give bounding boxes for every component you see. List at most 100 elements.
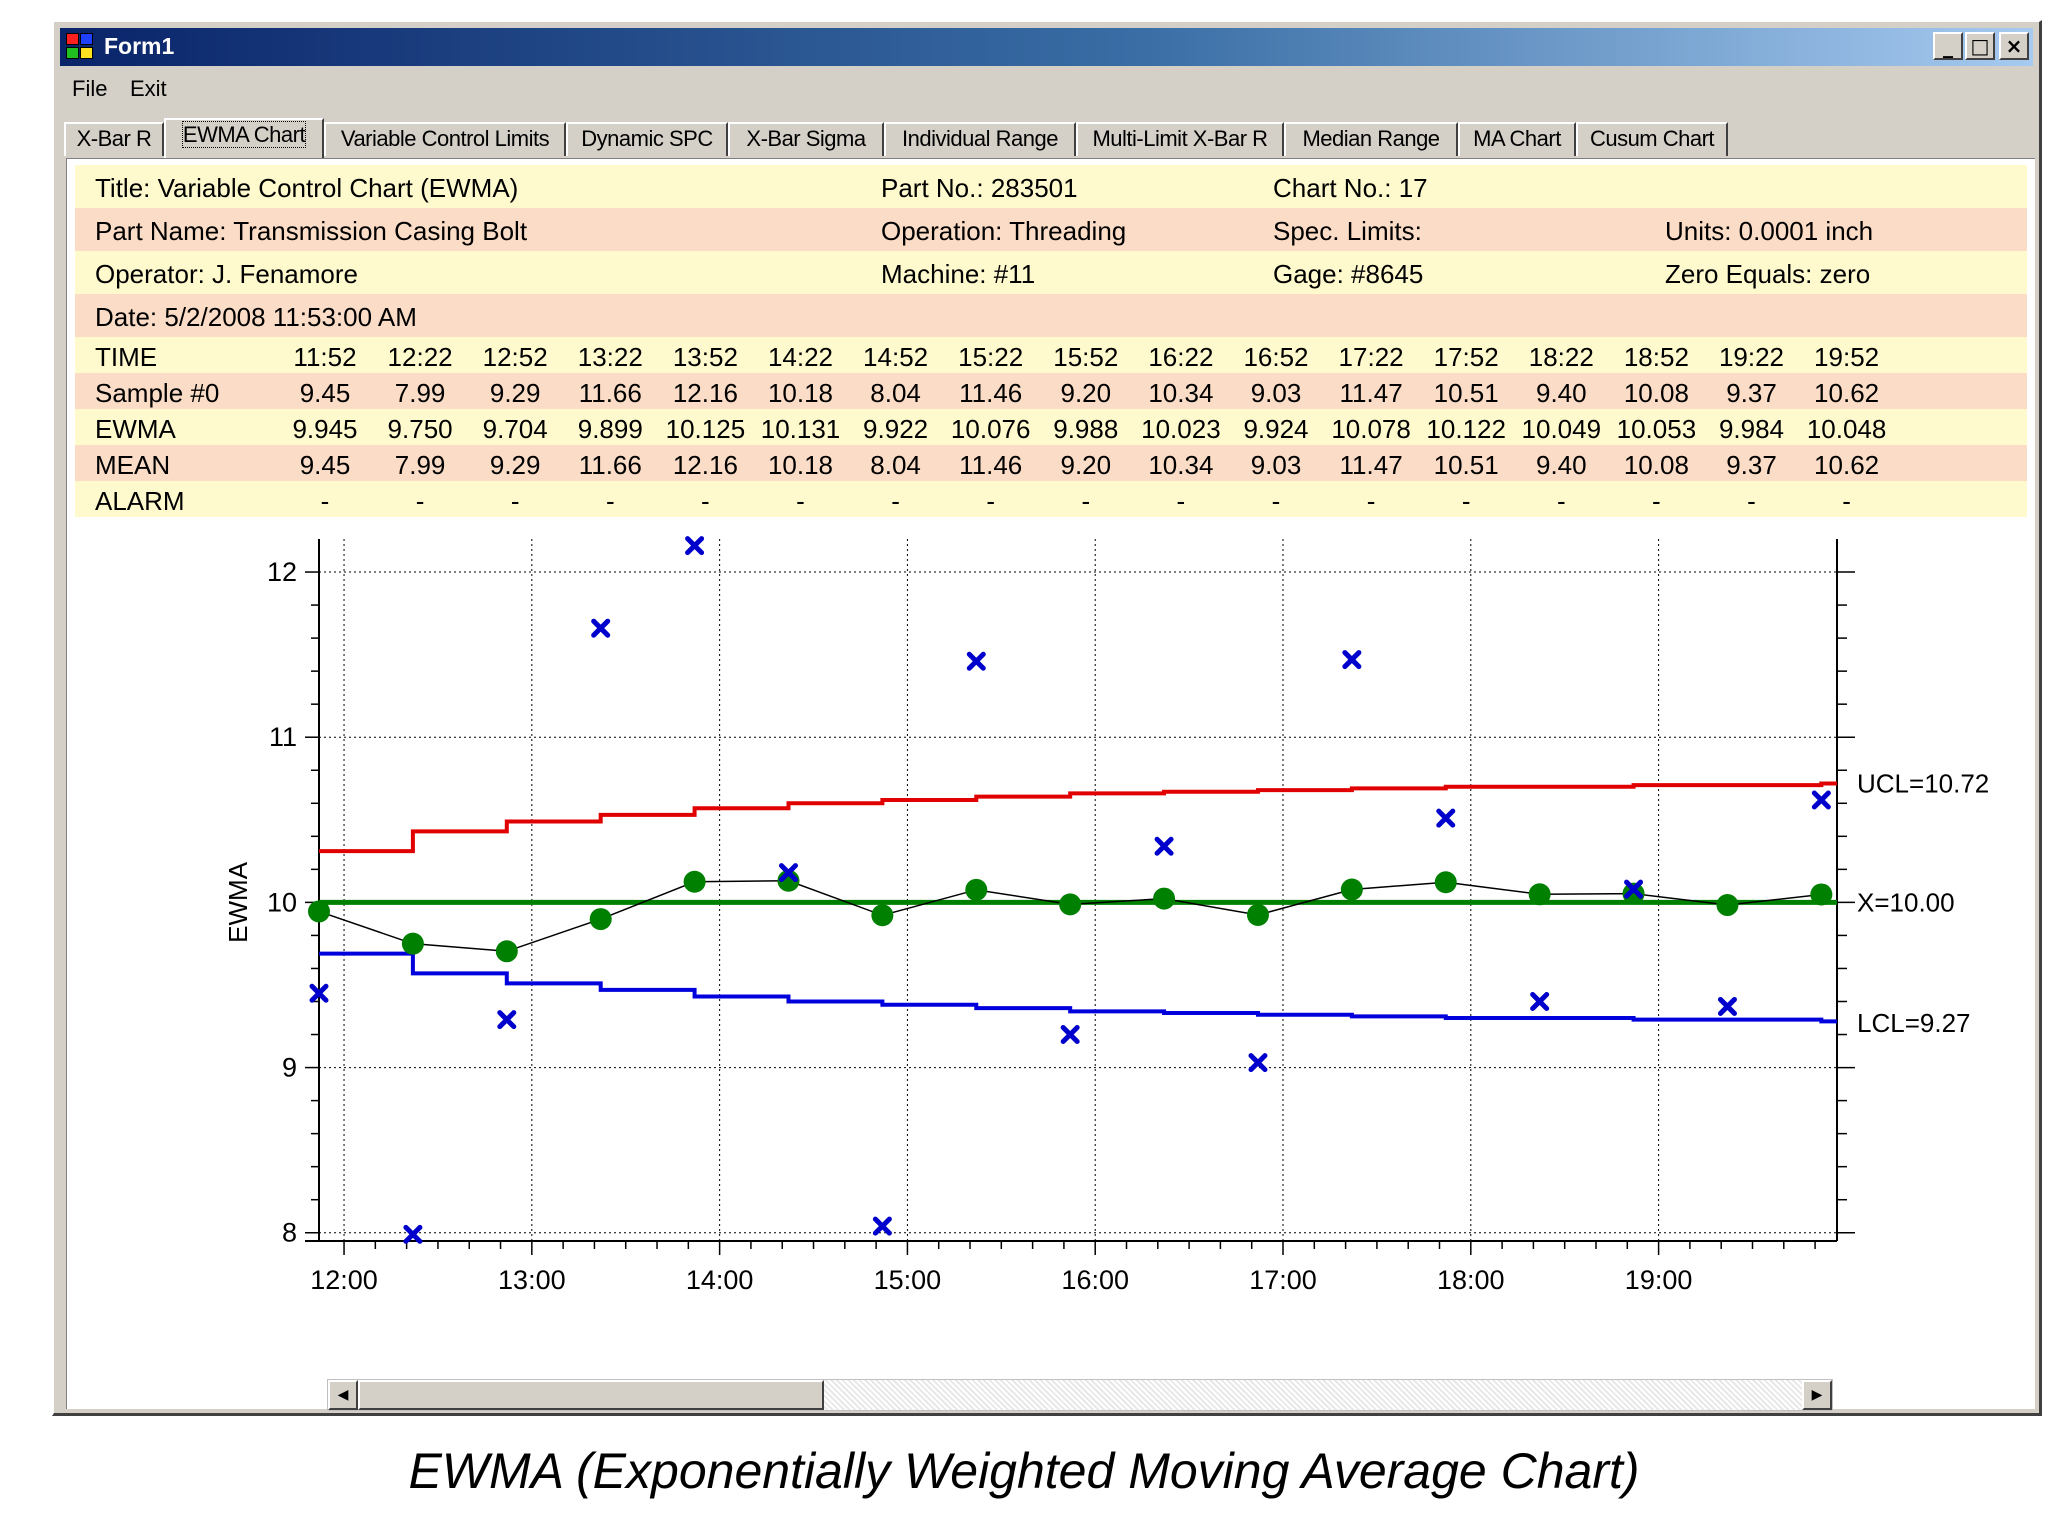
table-cell-alarm: - xyxy=(510,486,520,516)
tab-variable-control-limits[interactable]: Variable Control Limits xyxy=(324,122,566,156)
table-cell-alarm: - xyxy=(701,486,710,516)
table-row-time: TIME 11:52 12:22 12:52 13:22 13:52 14:22 14:52… xyxy=(75,337,2027,373)
table-cell-time: 16:52 xyxy=(1243,342,1309,372)
table-cell-time: 17:52 xyxy=(1433,342,1499,372)
ewma-point xyxy=(1340,878,1363,901)
window-title: Form1 xyxy=(104,33,175,59)
ewma-point xyxy=(1716,894,1739,917)
ucl-line xyxy=(319,781,1837,854)
chart-scrollbar[interactable]: ◀ ▶ xyxy=(327,1379,1833,1411)
center-label: X=10.00 xyxy=(1857,887,1955,917)
scroll-right-button[interactable]: ▶ xyxy=(1802,1380,1832,1410)
tab-label: MA Chart xyxy=(1473,126,1561,151)
table-cell-mean: 9.29 xyxy=(489,450,541,480)
table-cell-ewma: 10.048 xyxy=(1806,414,1887,444)
table-cell-mean: 10.34 xyxy=(1148,450,1214,480)
tab-individual-range[interactable]: Individual Range xyxy=(884,122,1076,156)
spec-limits: Spec. Limits: xyxy=(1273,216,1422,246)
table-cell-mean: 11.66 xyxy=(578,450,642,480)
gage: Gage: #8645 xyxy=(1273,259,1424,289)
app-window: Form1 _ □ × File Exit X-Bar R EWMA Chart… xyxy=(52,20,2042,1416)
table-cell-sample: 8.04 xyxy=(870,378,921,408)
table-row-alarm: ALARM - - - - - - - - - - - - - - - - - xyxy=(75,481,2027,517)
minimize-button[interactable]: _ xyxy=(1933,32,1963,60)
tab-cusum-chart[interactable]: Cusum Chart xyxy=(1576,122,1728,156)
title-bar[interactable]: Form1 _ □ × xyxy=(60,28,2033,66)
row-label-ewma: EWMA xyxy=(95,414,176,444)
ewma-point xyxy=(1528,883,1551,906)
operator: Operator: J. Fenamore xyxy=(95,259,358,289)
y-tick-label: 12 xyxy=(267,557,297,587)
table-cell-time: 15:22 xyxy=(958,342,1024,372)
close-button[interactable]: × xyxy=(1999,32,2029,60)
ewma-point xyxy=(965,878,988,901)
table-cell-sample: 10.18 xyxy=(767,378,834,408)
ewma-point xyxy=(871,904,894,927)
tab-median-range[interactable]: Median Range xyxy=(1284,122,1458,156)
lcl-line xyxy=(319,951,1837,1024)
table-cell-mean: 9.37 xyxy=(1726,450,1777,480)
table-cell-time: 13:52 xyxy=(672,342,738,372)
table-cell-ewma: 9.750 xyxy=(387,414,453,444)
table-cell-ewma: 10.122 xyxy=(1426,414,1506,444)
chart-number: Chart No.: 17 xyxy=(1273,173,1428,203)
table-cell-alarm: - xyxy=(1081,486,1091,516)
table-cell-ewma: 10.023 xyxy=(1141,414,1221,444)
table-cell-mean: 9.03 xyxy=(1250,450,1302,480)
table-cell-alarm: - xyxy=(1556,486,1566,516)
tab-ewma-chart[interactable]: EWMA Chart xyxy=(164,118,324,158)
menu-exit[interactable]: Exit xyxy=(130,76,167,101)
sample-point xyxy=(1624,879,1644,899)
scroll-left-button[interactable]: ◀ xyxy=(328,1380,358,1410)
x-tick-label: 19:00 xyxy=(1625,1265,1693,1295)
maximize-button[interactable]: □ xyxy=(1965,32,1995,60)
sample-point xyxy=(309,983,329,1003)
sample-point xyxy=(591,618,611,638)
tab-label: X-Bar Sigma xyxy=(746,126,866,151)
table-row-ewma: EWMA 9.945 9.750 9.704 9.899 10.125 10.131 9.9… xyxy=(75,409,2027,445)
tab-ma-chart[interactable]: MA Chart xyxy=(1458,122,1576,156)
table-cell-sample: 10.08 xyxy=(1623,378,1689,408)
table-cell-mean: 11.46 xyxy=(959,450,1023,480)
ewma-chart-panel: Title: Variable Control Chart (EWMA) Par… xyxy=(66,158,2035,1411)
sample-point xyxy=(497,1010,517,1030)
table-cell-alarm: - xyxy=(1747,486,1756,516)
table-cell-alarm: - xyxy=(891,486,900,516)
ewma-series-line xyxy=(318,879,1822,953)
table-cell-mean: 7.99 xyxy=(394,450,446,480)
x-tick-label: 15:00 xyxy=(874,1265,942,1295)
table-cell-sample: 9.37 xyxy=(1726,378,1777,408)
table-cell-sample: 7.99 xyxy=(394,378,446,408)
table-cell-time: 19:22 xyxy=(1718,342,1785,372)
table-cell-ewma: 10.049 xyxy=(1521,414,1602,444)
table-cell-sample: 10.62 xyxy=(1814,378,1880,408)
sample-point xyxy=(1154,836,1174,856)
row-label-time: TIME xyxy=(95,342,158,372)
table-cell-mean: 11.47 xyxy=(1339,450,1403,480)
table-cell-sample: 11.47 xyxy=(1339,378,1403,408)
table-cell-mean: 10.62 xyxy=(1814,450,1880,480)
x-tick-label: 17:00 xyxy=(1249,1265,1317,1295)
table-cell-ewma: 9.899 xyxy=(577,414,643,444)
menu-file[interactable]: File xyxy=(72,76,108,101)
table-cell-mean: 9.20 xyxy=(1060,450,1112,480)
sample-point xyxy=(1436,808,1456,828)
tab-dynamic-spc[interactable]: Dynamic SPC xyxy=(566,122,728,156)
tab-xbar-sigma[interactable]: X-Bar Sigma xyxy=(728,122,884,156)
table-row-sample: Sample #0 9.45 7.99 9.29 11.66 12.16 10.18 8.0… xyxy=(75,373,2027,409)
header-row-3: Operator: J. Fenamore Machine: #11 Gage:… xyxy=(75,251,2027,294)
table-cell-time: 15:52 xyxy=(1053,342,1119,372)
sample-point xyxy=(1060,1025,1080,1045)
ewma-point xyxy=(1153,887,1176,910)
y-tick-label: 10 xyxy=(267,887,297,917)
app-icon xyxy=(66,33,96,61)
ewma-point xyxy=(1810,883,1833,906)
scroll-thumb[interactable] xyxy=(358,1380,824,1410)
table-cell-mean: 10.51 xyxy=(1433,450,1499,480)
table-cell-sample: 9.40 xyxy=(1535,378,1587,408)
header-row-1: Title: Variable Control Chart (EWMA) Par… xyxy=(75,165,2027,208)
table-cell-mean: 9.45 xyxy=(299,450,351,480)
tab-multi-limit-xbar-r[interactable]: Multi-Limit X-Bar R xyxy=(1076,122,1284,156)
tab-xbar-r[interactable]: X-Bar R xyxy=(64,122,164,156)
part-name: Part Name: Transmission Casing Bolt xyxy=(95,216,528,246)
